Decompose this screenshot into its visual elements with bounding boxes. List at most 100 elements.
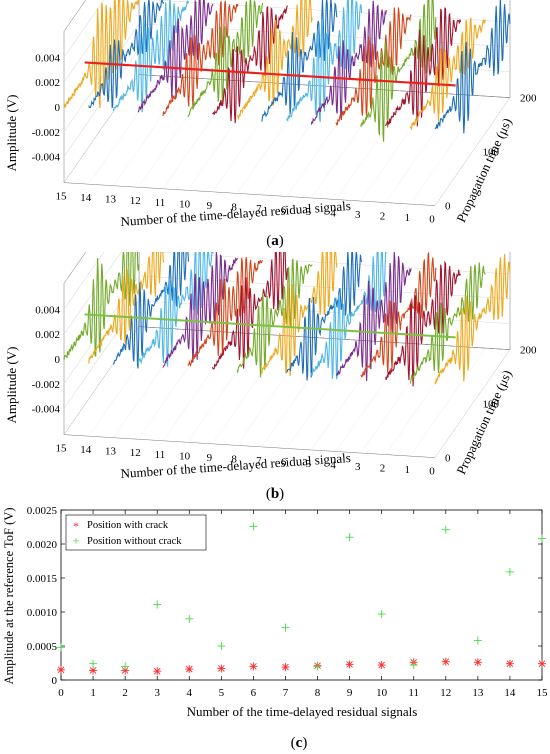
signal-trace xyxy=(162,0,239,116)
signal-tick-label: 5 xyxy=(306,206,312,218)
signal-tick-label: 14 xyxy=(80,444,92,456)
signal-trace xyxy=(335,252,412,382)
x-tick-label: 5 xyxy=(219,687,225,699)
no-crack-point xyxy=(409,661,418,670)
x-tick-label: 11 xyxy=(408,687,419,699)
crack-point xyxy=(441,657,450,666)
no-crack-point xyxy=(377,610,386,619)
signal-tick-label: 4 xyxy=(330,460,336,472)
signal-trace xyxy=(385,7,462,127)
x-tick-label: 1 xyxy=(90,687,96,699)
signal-number-tick-labels: 15 14 13 12 11 10 9 8 7 6 5 4 3 2 1 0 xyxy=(56,191,436,226)
amplitude-tick-label: 0 xyxy=(55,102,61,114)
y-tick-label: 0.0020 xyxy=(27,539,58,551)
signal-tick-label: 12 xyxy=(130,195,141,207)
crack-point xyxy=(505,659,514,668)
no-crack-point xyxy=(153,600,162,609)
no-crack-point xyxy=(185,614,194,623)
signal-tick-label: 7 xyxy=(256,203,262,215)
no-crack-point xyxy=(313,662,322,671)
no-crack-point xyxy=(249,522,258,531)
x-tick-label: 7 xyxy=(283,687,289,699)
signal-trace xyxy=(88,0,165,109)
no-crack-point xyxy=(89,659,98,668)
signal-tick-label: 3 xyxy=(355,209,361,221)
x-tick-label: 15 xyxy=(537,687,549,699)
y-tick-label: 0.0025 xyxy=(27,505,58,517)
x-tick-label: 14 xyxy=(504,687,516,699)
legend-label-crack: Position with crack xyxy=(87,520,169,531)
signal-tick-label: 2 xyxy=(380,211,386,223)
y-axis-label: Amplitude at the reference ToF (V) xyxy=(2,508,16,685)
reference-tof-line xyxy=(84,313,456,339)
no-crack-point xyxy=(473,636,482,645)
signal-tick-label: 3 xyxy=(355,461,361,473)
x-tick-label: 3 xyxy=(154,687,160,699)
no-crack-point xyxy=(217,642,226,650)
caption-c: (c) xyxy=(291,735,308,751)
signal-tick-label: 0 xyxy=(429,214,435,226)
no-crack-point xyxy=(281,623,290,632)
crack-point xyxy=(217,664,226,673)
propagation-tick-label: 200 xyxy=(520,345,537,357)
amplitude-axis-label: Amplitude (V) xyxy=(4,95,19,172)
signal-tick-label: 1 xyxy=(405,212,411,224)
x-tick-label: 13 xyxy=(472,687,484,699)
x-tick-label: 12 xyxy=(440,687,451,699)
crack-point xyxy=(57,665,65,674)
signal-tick-label: 8 xyxy=(231,201,237,213)
signal-tick-label: 10 xyxy=(179,198,191,210)
x-axis-label: Number of the time-delayed residual sign… xyxy=(187,704,418,719)
crack-point xyxy=(185,665,194,674)
signal-tick-label: 7 xyxy=(256,455,262,467)
signal-tick-label: 13 xyxy=(105,446,117,458)
amplitude-tick-label: 0.002 xyxy=(35,329,60,341)
legend-marker-no-crack: + xyxy=(72,533,79,548)
signal-trace xyxy=(434,253,511,385)
signal-trace xyxy=(286,252,363,381)
propagation-tick-label: 0 xyxy=(445,201,451,213)
y-tick-label: 0 xyxy=(52,675,58,687)
propagation-tick-label: 100 xyxy=(483,147,500,159)
x-tick-label: 6 xyxy=(251,687,257,699)
signal-tick-label: 6 xyxy=(281,204,287,216)
crack-point xyxy=(538,659,546,668)
signal-tick-label: 9 xyxy=(207,200,213,212)
signal-trace xyxy=(63,0,140,108)
signal-tick-label: 8 xyxy=(231,453,237,465)
signal-trace xyxy=(261,252,338,377)
x-tick-label: 0 xyxy=(58,687,64,699)
crack-point xyxy=(473,658,482,667)
amplitude-tick-label: -0.004 xyxy=(32,404,61,416)
amplitude-tick-labels: 0.004 0.002 0 -0.002 -0.004 xyxy=(32,304,61,415)
signal-number-tick-labels: 15 14 13 12 11 10 9 8 7 6 5 4 3 2 1 0 xyxy=(56,443,436,478)
signal-tick-label: 13 xyxy=(105,194,117,206)
no-crack-point xyxy=(345,533,354,542)
crack-point xyxy=(281,663,290,672)
y-tick-labels: 0 0.0005 0.0010 0.0015 0.0020 0.0025 xyxy=(27,505,542,687)
signal-trace xyxy=(335,7,412,126)
signal-trace xyxy=(310,0,387,125)
caption-a: (a) xyxy=(266,233,284,249)
propagation-tick-label: 0 xyxy=(445,453,451,465)
signal-tick-label: 9 xyxy=(207,452,213,464)
x-tick-label: 9 xyxy=(347,687,353,699)
x-tick-labels: 0 1 2 3 4 5 6 7 8 9 10 11 12 13 14 15 xyxy=(58,510,548,699)
signal-tick-label: 12 xyxy=(130,447,141,459)
signal-tick-label: 6 xyxy=(281,456,287,468)
no-crack-point xyxy=(441,525,450,534)
x-tick-label: 4 xyxy=(187,687,193,699)
signal-tick-label: 1 xyxy=(405,464,411,476)
signal-trace xyxy=(112,0,189,113)
signal-trace xyxy=(211,252,288,370)
markers xyxy=(57,522,546,676)
crack-point xyxy=(249,662,258,671)
propagation-tick-label: 200 xyxy=(520,93,537,105)
signal-trace xyxy=(88,252,165,364)
signal-trace xyxy=(409,17,486,131)
legend: * Position with crack + Position without… xyxy=(65,514,207,551)
crack-point xyxy=(89,666,98,675)
